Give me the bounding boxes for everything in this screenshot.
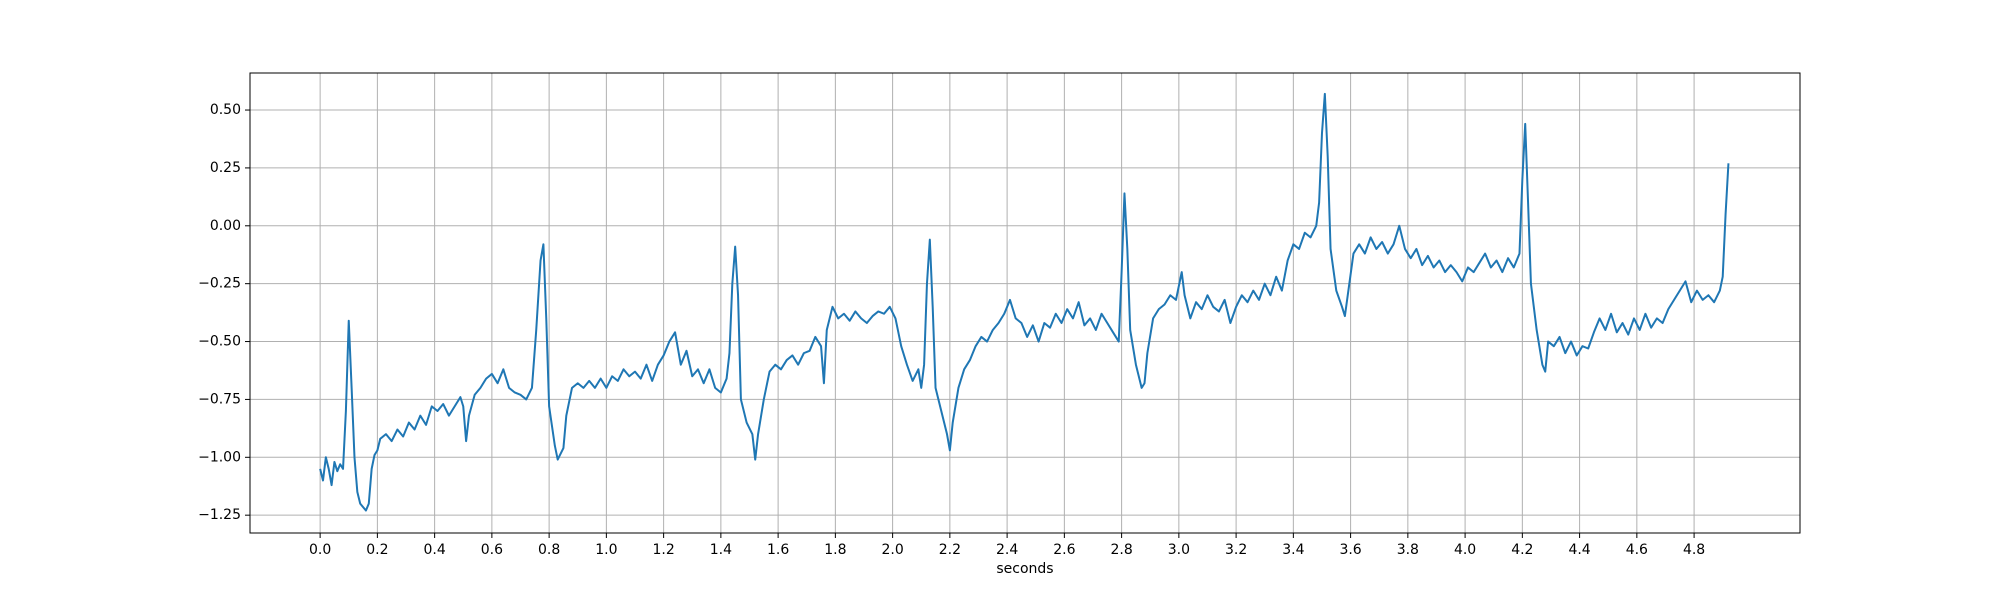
x-axis-label: seconds <box>996 561 1053 577</box>
x-tick-label: 3.2 <box>1225 542 1247 558</box>
x-tick-label: 3.6 <box>1339 542 1361 558</box>
x-tick-label: 3.4 <box>1282 542 1304 558</box>
y-tick-label: −1.00 <box>198 449 241 465</box>
y-tick-label: 0.25 <box>210 160 241 176</box>
x-tick-label: 0.4 <box>423 542 445 558</box>
x-tick-label: 1.4 <box>710 542 732 558</box>
x-tick-label: 4.4 <box>1568 542 1590 558</box>
x-tick-label: 3.8 <box>1397 542 1419 558</box>
x-tick-label: 1.0 <box>595 542 617 558</box>
y-tick-label: 0.50 <box>210 102 241 118</box>
y-tick-label: −0.75 <box>198 391 241 407</box>
y-tick-label: −0.25 <box>198 276 241 292</box>
y-tick-label: 0.00 <box>210 218 241 234</box>
x-tick-label: 4.0 <box>1454 542 1476 558</box>
x-tick-label: 4.6 <box>1626 542 1648 558</box>
x-tick-label: 3.0 <box>1168 542 1190 558</box>
x-tick-label: 0.8 <box>538 542 560 558</box>
x-tick-label: 1.6 <box>767 542 789 558</box>
x-tick-label: 0.6 <box>481 542 503 558</box>
y-tick-label: −1.25 <box>198 507 241 523</box>
x-tick-label: 1.2 <box>652 542 674 558</box>
y-tick-label: −0.50 <box>198 334 241 350</box>
plot-frame <box>249 72 1801 534</box>
x-tick-label: 2.6 <box>1053 542 1075 558</box>
x-tick-label: 2.8 <box>1110 542 1132 558</box>
x-tick-label: 0.2 <box>366 542 388 558</box>
x-tick-label: 2.4 <box>996 542 1018 558</box>
signal-line <box>319 92 1730 512</box>
x-tick-label: 2.2 <box>939 542 961 558</box>
x-tick-label: 1.8 <box>824 542 846 558</box>
x-tick-label: 4.8 <box>1683 542 1705 558</box>
x-tick-label: 0.0 <box>309 542 331 558</box>
x-tick-label: 4.2 <box>1511 542 1533 558</box>
x-tick-label: 2.0 <box>881 542 903 558</box>
